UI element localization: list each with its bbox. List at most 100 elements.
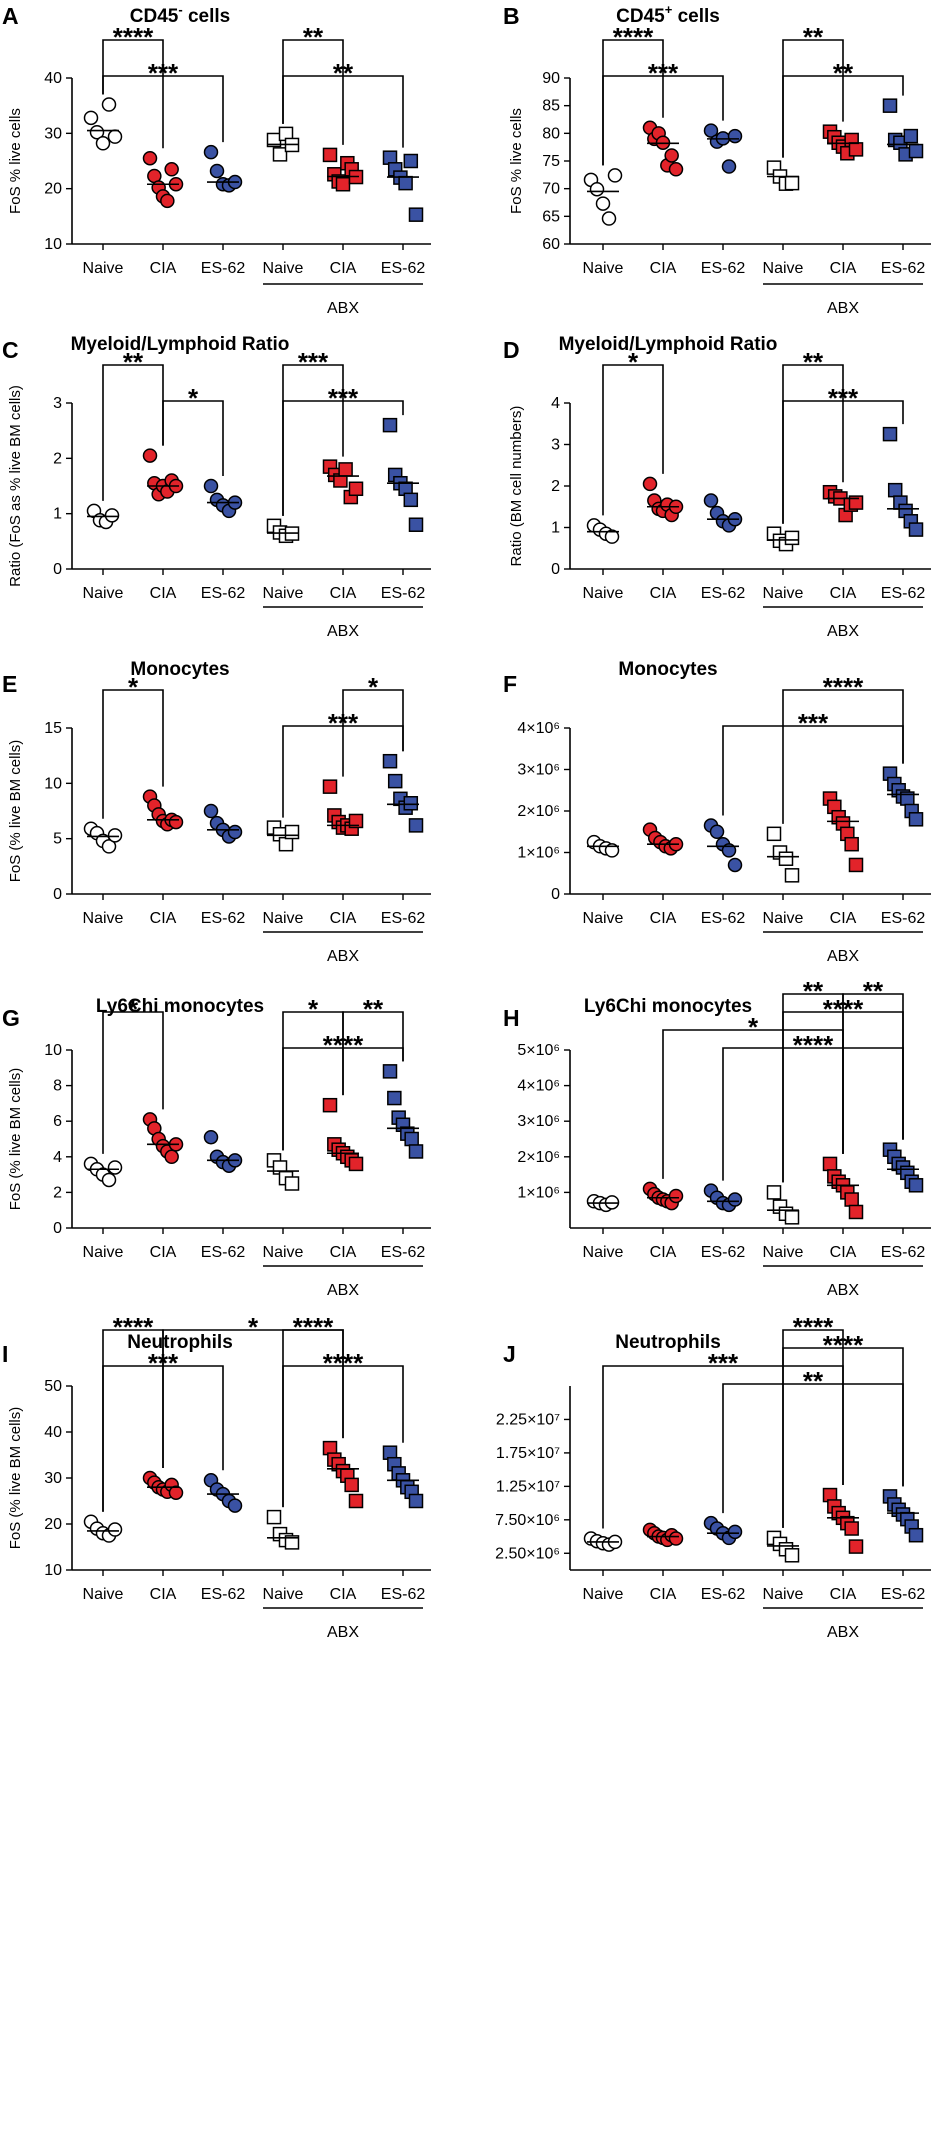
data-point bbox=[882, 98, 898, 113]
panel-letter: C bbox=[2, 337, 19, 363]
y-tick-label: 50 bbox=[44, 1378, 62, 1395]
panel-letter: H bbox=[503, 1005, 520, 1031]
x-category-label: Naive bbox=[263, 1586, 304, 1603]
significance-stars: * bbox=[128, 994, 139, 1024]
abx-group-label: ABX bbox=[327, 300, 359, 317]
series-cia bbox=[142, 1470, 184, 1500]
series-naive bbox=[83, 1156, 123, 1188]
data-point bbox=[403, 796, 419, 811]
significance-bracket: ** bbox=[782, 347, 844, 524]
data-point bbox=[766, 826, 782, 842]
series-cia bbox=[142, 789, 184, 832]
data-point bbox=[322, 147, 338, 163]
data-point bbox=[227, 824, 243, 840]
bracket-line bbox=[342, 689, 404, 777]
data-point bbox=[348, 1493, 364, 1509]
x-category-label: CIA bbox=[330, 585, 357, 602]
data-point bbox=[703, 493, 719, 508]
data-point bbox=[709, 824, 725, 839]
significance-bracket: **** bbox=[782, 672, 904, 824]
y-tick-label: 10 bbox=[44, 775, 62, 792]
panel-title: Neutrophils bbox=[127, 1332, 233, 1353]
data-point bbox=[107, 828, 123, 843]
y-tick-label: 0 bbox=[53, 886, 62, 903]
data-point bbox=[664, 148, 679, 163]
x-category-label: Naive bbox=[583, 260, 624, 277]
y-tick-label: 60 bbox=[542, 236, 560, 253]
x-category-label: ES-62 bbox=[201, 585, 246, 602]
significance-stars: * bbox=[248, 1312, 259, 1342]
panel-title: CD45- cells bbox=[130, 2, 230, 27]
data-point bbox=[848, 1204, 864, 1220]
bracket-line bbox=[102, 689, 164, 819]
bracket-line bbox=[282, 1329, 344, 1508]
y-tick-label: 10 bbox=[44, 1042, 62, 1059]
series-es-62-abx bbox=[382, 1445, 424, 1509]
data-point bbox=[668, 1531, 684, 1546]
series-naive-abx bbox=[766, 826, 800, 883]
significance-bracket: ** bbox=[722, 1366, 904, 1514]
y-tick-label: 15 bbox=[44, 720, 62, 737]
data-point bbox=[848, 142, 864, 157]
panel-g: G Ly6Chi monocytes 0 2 4 6 8 10 FoS (% live BM c… bbox=[2, 994, 431, 1299]
panel-a: A CD45- cells 10 20 30 40 FoS % live cells Naiv… bbox=[2, 2, 431, 317]
panel-c: C Myeloid/Lymphoid Ratio 0 1 2 3 Ratio (FoS as… bbox=[2, 334, 431, 640]
data-point bbox=[348, 481, 364, 497]
x-category-label: ES-62 bbox=[381, 1586, 426, 1603]
x-category-label: CIA bbox=[830, 260, 857, 277]
data-point bbox=[168, 814, 184, 830]
data-point bbox=[338, 462, 353, 477]
data-point bbox=[848, 495, 864, 510]
y-tick-label: 2×10⁶ bbox=[517, 1149, 560, 1166]
series-es-62-abx bbox=[882, 98, 924, 162]
panel-j: J Neutrophils 2.50×10⁶ 7.50×10⁶ 1.25×10⁷ 1.75… bbox=[495, 1312, 931, 1641]
significance-stars: ** bbox=[363, 994, 384, 1024]
x-category-label: Naive bbox=[583, 585, 624, 602]
series-cia bbox=[642, 1181, 684, 1211]
data-point bbox=[703, 123, 719, 138]
data-point bbox=[403, 492, 419, 508]
series-cia bbox=[142, 1112, 184, 1165]
abx-group-label: ABX bbox=[827, 1624, 859, 1641]
bracket-line bbox=[722, 1047, 904, 1181]
y-tick-label: 10 bbox=[44, 1562, 62, 1579]
bracket-line bbox=[162, 400, 224, 476]
data-point bbox=[408, 517, 424, 532]
data-point bbox=[168, 1485, 184, 1500]
data-point bbox=[784, 868, 800, 883]
data-point bbox=[903, 128, 919, 144]
bracket-line bbox=[602, 364, 664, 516]
panel-title: Myeloid/Lymphoid Ratio bbox=[71, 334, 290, 355]
series-es-62 bbox=[703, 493, 743, 533]
y-tick-label: 80 bbox=[542, 125, 560, 142]
significance-stars: *** bbox=[298, 347, 329, 377]
x-category-label: CIA bbox=[150, 1586, 177, 1603]
data-point bbox=[607, 168, 623, 183]
y-tick-label: 5 bbox=[53, 831, 62, 848]
data-point bbox=[142, 448, 158, 463]
series-naive-abx bbox=[266, 126, 300, 162]
bracket-line bbox=[282, 39, 344, 145]
panel-b: B CD45+ cells 60 65 70 75 80 85 90 FoS % live cel… bbox=[503, 2, 931, 317]
significance-stars: ** bbox=[803, 347, 824, 377]
data-point bbox=[844, 836, 859, 852]
x-category-label: CIA bbox=[330, 1586, 357, 1603]
data-point bbox=[203, 144, 219, 160]
y-tick-label: 2 bbox=[551, 478, 560, 495]
y-tick-label: 85 bbox=[542, 98, 560, 115]
series-naive bbox=[83, 1514, 123, 1543]
significance-stars: **** bbox=[293, 1312, 334, 1342]
data-point bbox=[335, 176, 351, 192]
series-cia-abx bbox=[322, 459, 364, 505]
data-point bbox=[382, 753, 398, 769]
series-cia bbox=[642, 1522, 684, 1548]
panel-title: Monocytes bbox=[130, 659, 229, 680]
series-naive bbox=[586, 834, 620, 858]
panel-i: I Neutrophils 10 20 30 40 50 FoS (% live BM cel… bbox=[2, 1312, 431, 1641]
significance-stars: *** bbox=[798, 708, 829, 738]
data-point bbox=[601, 211, 617, 226]
y-tick-label: 5×10⁶ bbox=[517, 1042, 560, 1059]
y-tick-label: 75 bbox=[542, 153, 560, 170]
panel-f: F Monocytes 0 1×10⁶ 2×10⁶ 3×10⁶ 4×10⁶ Naive CIA E… bbox=[503, 659, 931, 965]
x-category-label: Naive bbox=[583, 1244, 624, 1261]
